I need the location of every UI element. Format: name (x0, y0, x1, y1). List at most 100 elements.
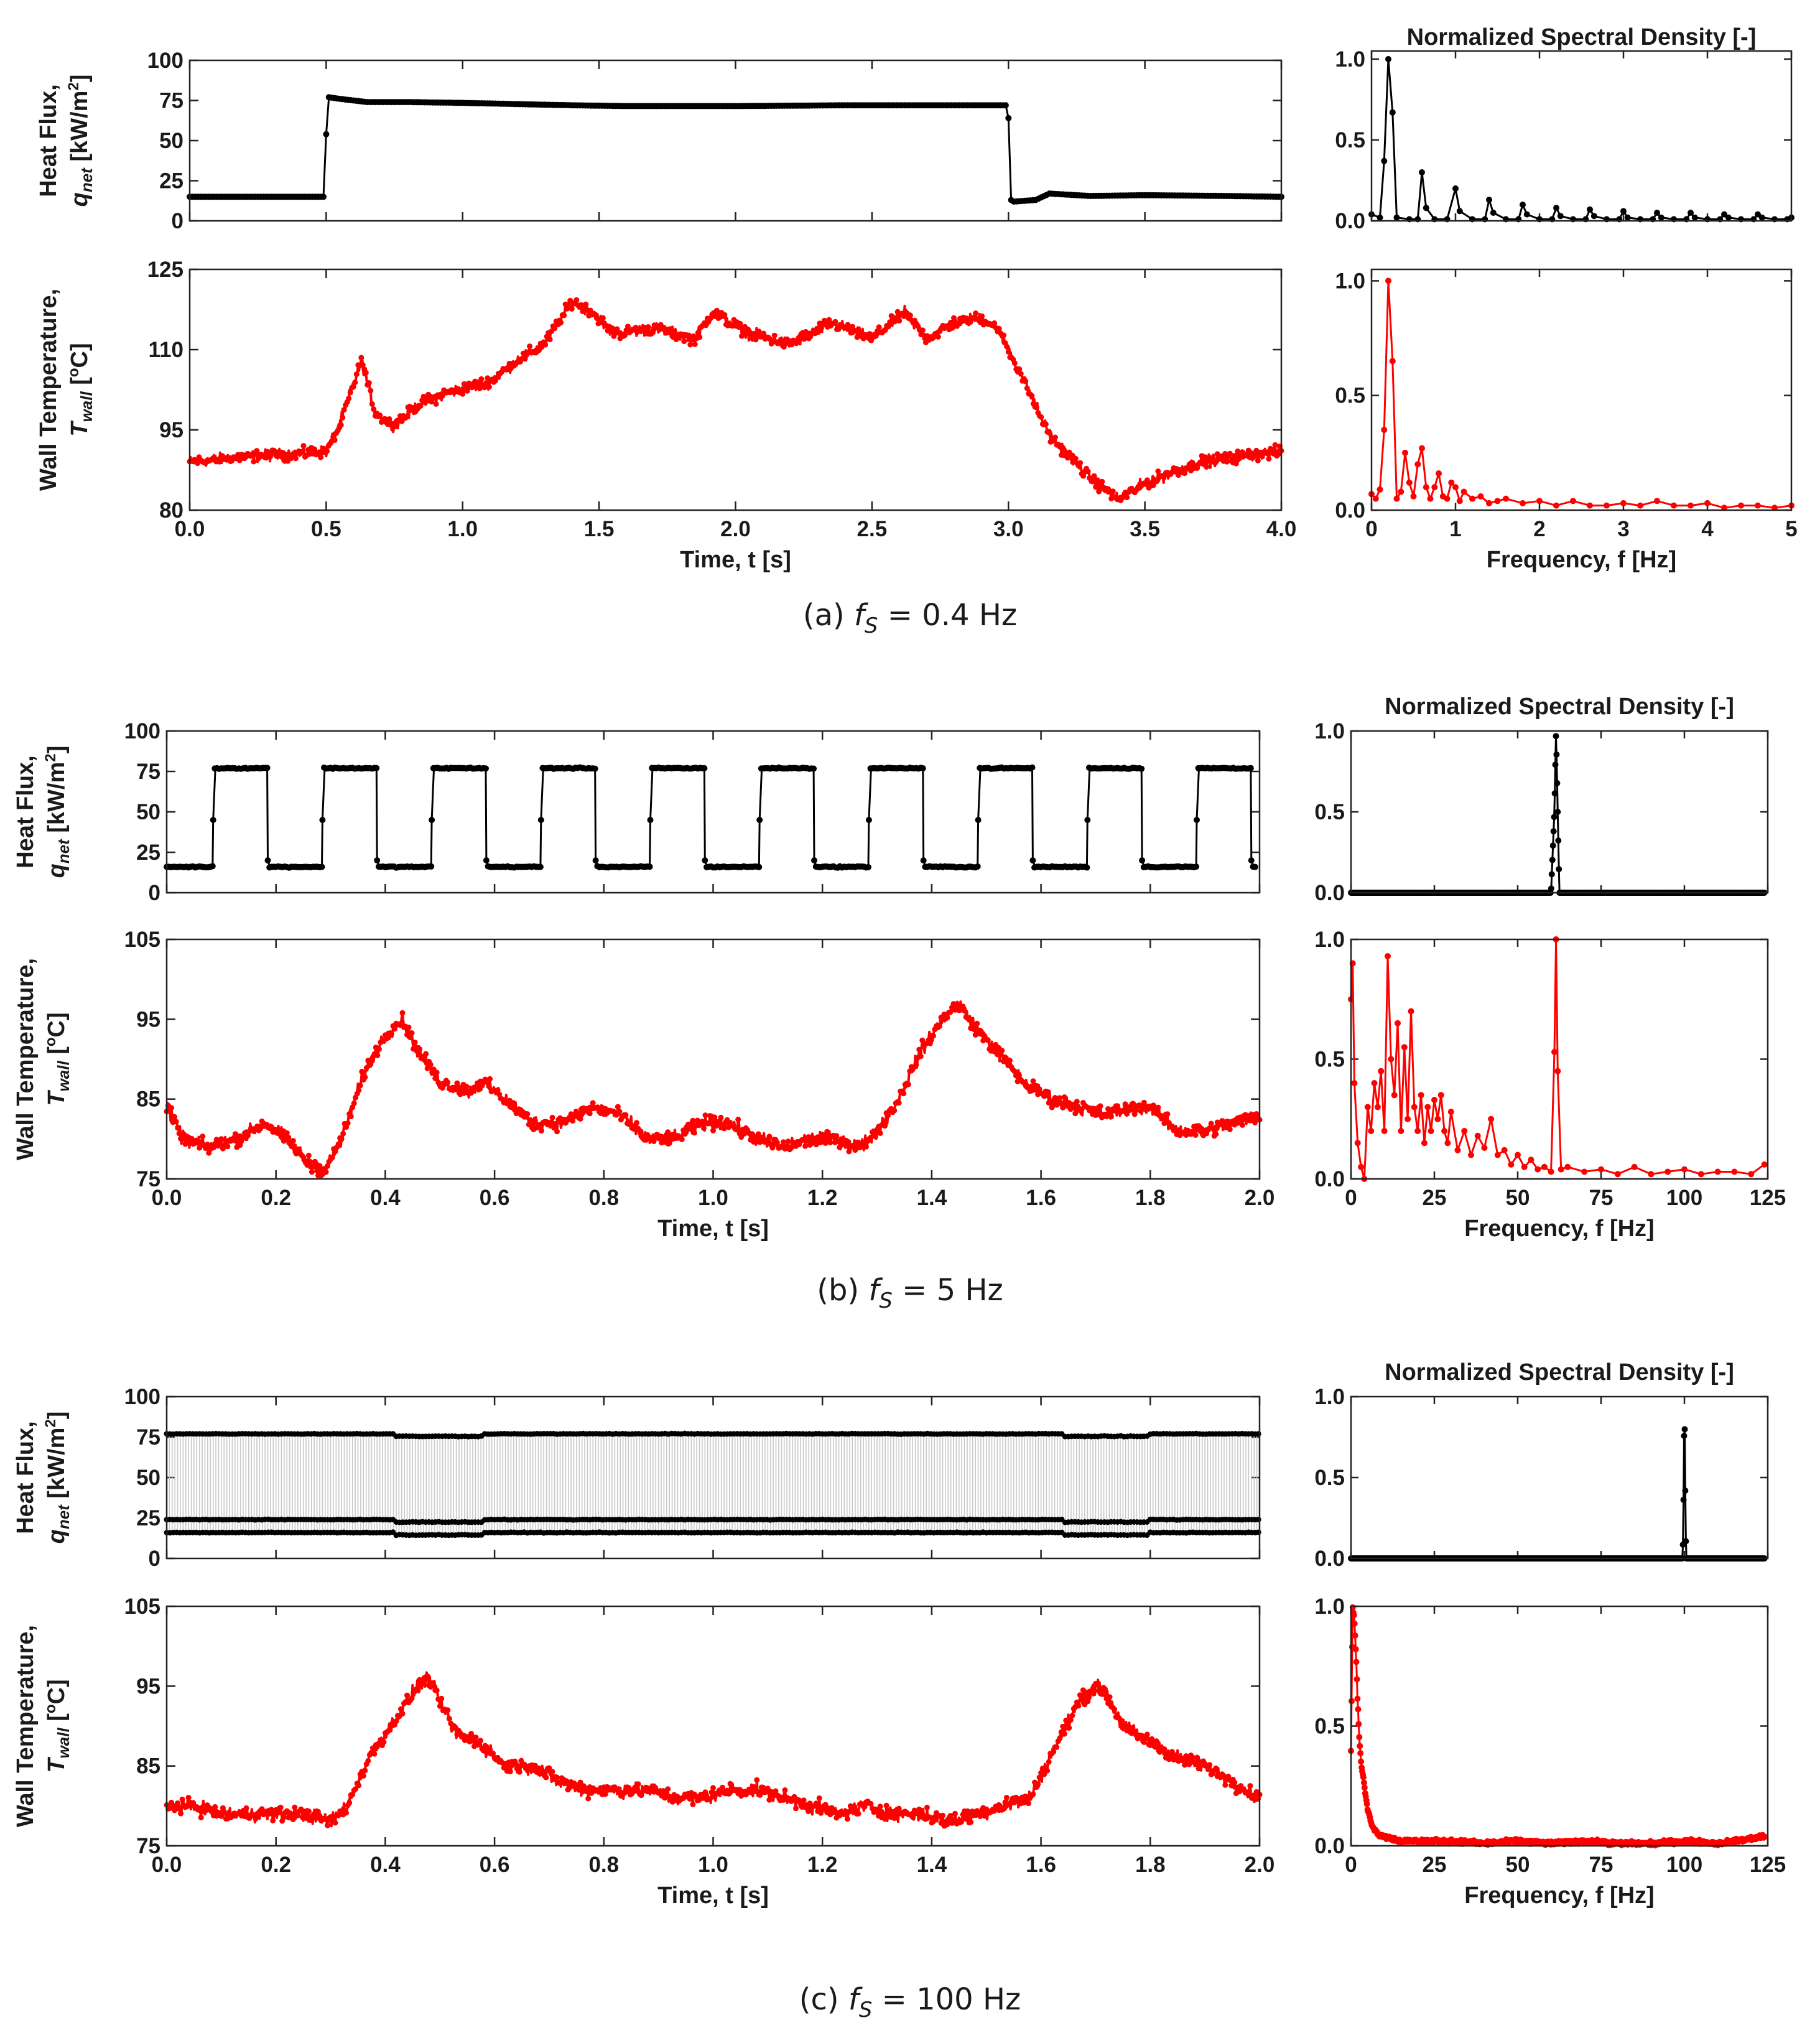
wall-temp-point (947, 1009, 954, 1015)
heat-flux-point (1138, 765, 1145, 772)
spectrum-wall-temp-xtick-label: 4 (1701, 517, 1714, 541)
wall-temp-point (996, 325, 1002, 332)
wall-temp-point (692, 342, 698, 347)
wall-temp-xtick-label: 0.0 (175, 517, 205, 541)
heat-flux-ytick-label: 100 (124, 1385, 160, 1409)
wall-temp-point (386, 416, 392, 422)
wall-temp-point (935, 334, 941, 340)
heat-flux-transition-point (537, 817, 544, 823)
heat-flux-point (320, 193, 327, 200)
wall-temp-point (937, 1023, 942, 1029)
heat-flux-transition-point (920, 857, 927, 864)
wall-temp-point (1124, 1111, 1130, 1117)
wall-temp-point (421, 1056, 427, 1062)
spectrum-wall-temp-point (1427, 495, 1434, 502)
heat-flux-ytick-label: 75 (159, 89, 183, 113)
wall-temp-point (623, 1112, 629, 1118)
wall-temp-point (863, 1143, 869, 1150)
wall-temp-point (907, 1068, 913, 1074)
heat-flux-point (701, 765, 708, 771)
spectrum-wall-temp-point (1447, 1109, 1454, 1115)
wall-temp-point (1011, 360, 1018, 366)
spectrum-wall-temp-point (1408, 1008, 1414, 1015)
wall-temp-point (761, 330, 767, 337)
wall-temp-ytick-label: 95 (136, 1674, 160, 1698)
spectrum-heat-flux-point (1554, 780, 1561, 786)
wall-temp-point (721, 1125, 727, 1132)
wall-temp-xtick-label: 2.0 (1245, 1186, 1275, 1210)
spectrum-wall-temp-point (1528, 1157, 1534, 1163)
spectrum-heat-flux-point (1549, 842, 1556, 849)
wall-temp-point (1252, 1119, 1258, 1125)
frequency-xlabel: Frequency, f [Hz] (1464, 1216, 1654, 1242)
wall-temp-point (718, 1114, 724, 1120)
wall-temp-ytick-label: 80 (159, 498, 183, 523)
heat-flux-point (1193, 864, 1200, 870)
wall-temp-point (1232, 453, 1238, 459)
spectrum-wall-temp-point (1688, 502, 1694, 509)
spectrum-wall-temp-xtick-label: 5 (1785, 517, 1797, 541)
spectrum-wall-temp-point (1431, 484, 1438, 491)
wall-temp-point (1016, 366, 1023, 372)
spectrum-wall-temp-point (1697, 1171, 1704, 1178)
wall-temp-point (552, 325, 558, 332)
wall-temp-point (225, 1143, 231, 1150)
wall-temp-point (345, 1120, 351, 1126)
wall-temp-point (1128, 1107, 1135, 1113)
spectrum-wall-temp-point (1411, 1104, 1418, 1110)
wall-temp-xtick-label: 2.5 (857, 517, 888, 541)
spectrum-wall-temp-point (1437, 1092, 1444, 1099)
wall-temp-point (739, 333, 745, 339)
wall-temp-point (445, 1079, 451, 1086)
wall-temp-point (558, 320, 564, 325)
wall-temp-point (341, 407, 347, 412)
wall-temp-point (548, 1120, 554, 1127)
wall-temp-point (1155, 1104, 1161, 1110)
wall-temp-ylabel-unit: [ (44, 1046, 70, 1061)
wall-temp-point (506, 1099, 512, 1106)
spectrum-wall-temp-xtick-label: 3 (1617, 517, 1629, 541)
wall-temp-point (374, 1053, 381, 1058)
spectrum-heat-flux-point (1590, 213, 1597, 220)
wall-temp-point (1023, 378, 1029, 384)
wall-temp-point (486, 384, 492, 390)
spectrum-wall-temp-point (1534, 1166, 1541, 1173)
heat-flux-ylabel-end: ] (44, 1412, 70, 1420)
wall-temp-point (258, 1125, 264, 1132)
wall-temp-point (1027, 1088, 1033, 1094)
wall-temp-ytick-label: 95 (136, 1007, 160, 1031)
heat-flux-transition-point (1194, 817, 1200, 823)
wall-temp-point (547, 337, 553, 343)
heat-flux-point (919, 765, 926, 771)
heat-flux-transition-point (1139, 857, 1146, 864)
spectrum-heat-flux-point (1553, 751, 1560, 758)
wall-temp-point (423, 1051, 429, 1057)
wall-temp-xtick-label: 1.2 (807, 1853, 838, 1877)
wall-temp-point (1072, 455, 1079, 462)
heat-flux-point (1002, 102, 1009, 109)
wall-temp-point (356, 1087, 362, 1094)
caption-prefix: (a) (803, 598, 854, 633)
spectrum-wall-temp-point (1444, 495, 1451, 502)
wall-temp-point (1199, 1126, 1205, 1132)
wall-temp-xtick-label: 3.5 (1130, 517, 1160, 541)
wall-temp-ylabel-sub: wall (77, 391, 96, 422)
wall-temp-point (218, 1136, 225, 1142)
heat-flux-point (428, 863, 435, 870)
caption-suffix: = 0.4 Hz (878, 598, 1018, 633)
wall-temp-point (590, 1100, 596, 1106)
wall-temp-point (434, 1069, 440, 1076)
spectrum-wall-temp-point (1395, 1020, 1401, 1026)
heat-flux-ytick-label: 75 (136, 1425, 160, 1450)
wall-temp-xtick-label: 1.4 (917, 1186, 947, 1210)
wall-temp-point (1247, 1117, 1253, 1124)
heat-flux-ytick-label: 25 (159, 169, 183, 193)
spectrum-heat-flux-point (1551, 814, 1558, 821)
wall-temp-point (666, 1140, 672, 1147)
wall-temp-point (552, 1120, 559, 1127)
wall-temp-point (868, 1134, 874, 1140)
spectrum-wall-temp-point (1424, 1104, 1431, 1110)
heat-flux-point (592, 765, 598, 772)
wall-temp-point (352, 379, 358, 386)
